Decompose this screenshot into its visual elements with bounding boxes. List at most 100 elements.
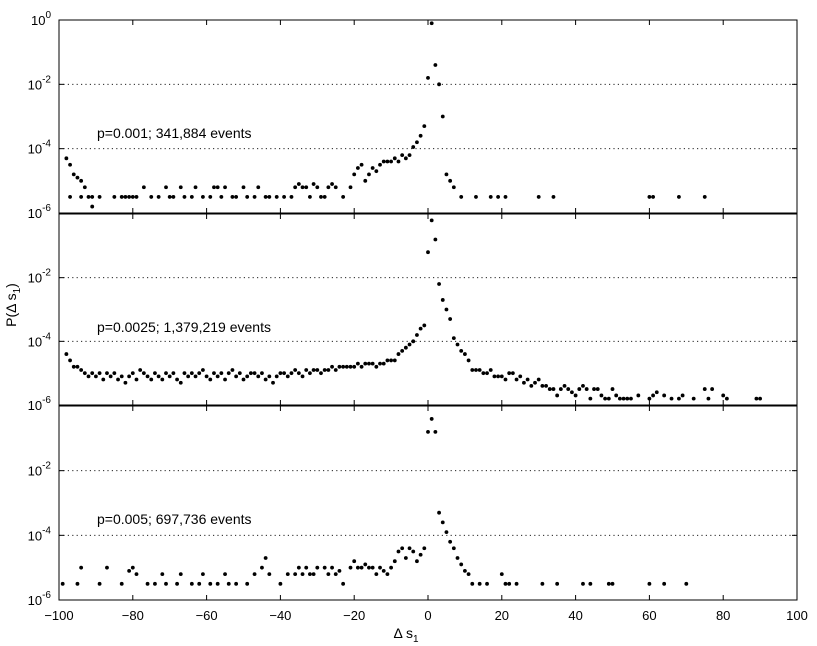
data-point <box>68 162 72 167</box>
data-point <box>370 166 375 170</box>
data-point <box>79 178 84 183</box>
data-point <box>86 195 91 199</box>
data-point <box>378 162 382 167</box>
data-point <box>75 175 80 180</box>
data-point <box>651 195 655 199</box>
data-point <box>223 185 227 190</box>
data-point <box>341 581 346 586</box>
data-point <box>68 195 72 199</box>
data-point <box>296 565 301 570</box>
data-point <box>293 185 298 190</box>
data-point <box>581 581 585 586</box>
data-point <box>577 387 582 391</box>
data-point <box>617 396 622 401</box>
data-point <box>138 368 143 372</box>
data-point <box>407 153 412 158</box>
data-point <box>344 364 349 369</box>
data-point <box>599 393 604 398</box>
data-point <box>201 572 205 577</box>
panel-2: 10-210-410-6p=0.0025; 1,379,219 events <box>28 213 798 413</box>
data-point <box>112 195 117 199</box>
data-point <box>418 133 423 138</box>
data-point <box>308 371 312 376</box>
data-point <box>691 396 696 401</box>
data-point <box>112 371 117 376</box>
data-point <box>215 581 220 586</box>
data-point <box>592 387 596 391</box>
data-point <box>97 195 102 199</box>
data-point <box>156 195 161 199</box>
data-point <box>300 572 305 577</box>
data-point <box>647 581 652 586</box>
data-point <box>260 371 264 376</box>
data-point <box>758 396 762 401</box>
data-point <box>82 371 87 376</box>
y-tick-label-exp: -4 <box>42 525 51 536</box>
data-point <box>503 195 508 199</box>
data-point <box>271 380 275 385</box>
data-point <box>507 581 512 586</box>
data-point <box>451 546 456 551</box>
data-point <box>710 387 715 391</box>
data-point <box>440 114 445 119</box>
data-point <box>267 374 272 379</box>
data-point <box>499 572 504 577</box>
data-point <box>396 159 401 164</box>
data-point <box>573 393 578 398</box>
data-point <box>654 390 659 395</box>
x-tick-label: 60 <box>642 608 656 623</box>
data-point <box>330 182 334 186</box>
data-point <box>392 156 397 161</box>
data-point <box>326 572 331 577</box>
data-point <box>256 185 261 190</box>
data-point <box>415 140 419 145</box>
data-point <box>79 565 84 570</box>
data-point <box>263 556 268 560</box>
data-point <box>234 195 239 199</box>
y-tick-label-exp: -4 <box>42 139 51 150</box>
data-point <box>448 178 453 183</box>
y-tick-label-exp: -6 <box>42 590 51 601</box>
data-point <box>488 368 493 372</box>
data-point <box>433 429 438 434</box>
data-point <box>606 581 611 586</box>
y-tick-label: 10-2 <box>28 268 52 286</box>
y-tick-label-base: 10 <box>28 593 42 608</box>
data-point <box>186 374 191 379</box>
data-point <box>149 195 154 199</box>
data-point <box>248 371 253 376</box>
data-point <box>134 195 139 199</box>
data-point <box>403 156 408 161</box>
data-point <box>127 374 132 379</box>
data-point <box>677 396 681 401</box>
data-point <box>426 76 430 80</box>
data-point <box>651 393 655 398</box>
data-point <box>75 364 80 369</box>
data-point <box>289 195 294 199</box>
data-point <box>153 581 157 586</box>
data-point <box>492 374 497 379</box>
data-point <box>363 361 368 366</box>
data-point <box>230 195 235 199</box>
data-point <box>252 195 257 199</box>
data-point <box>193 185 198 190</box>
data-point <box>263 377 268 382</box>
panel-annotation: p=0.0025; 1,379,219 events <box>97 319 271 335</box>
y-tick-label-exp: -2 <box>42 74 51 85</box>
data-point <box>433 237 438 242</box>
data-point <box>551 195 556 199</box>
y-tick-label-base: 10 <box>28 334 42 349</box>
data-point <box>208 377 213 382</box>
data-point <box>522 380 526 385</box>
data-point <box>448 539 453 544</box>
data-point <box>97 581 102 586</box>
data-point <box>245 195 250 199</box>
data-point <box>429 417 434 421</box>
y-tick-label-exp: 0 <box>45 10 51 21</box>
data-point <box>451 336 456 341</box>
data-point <box>167 195 172 199</box>
data-point <box>241 377 246 382</box>
data-point <box>319 195 323 199</box>
